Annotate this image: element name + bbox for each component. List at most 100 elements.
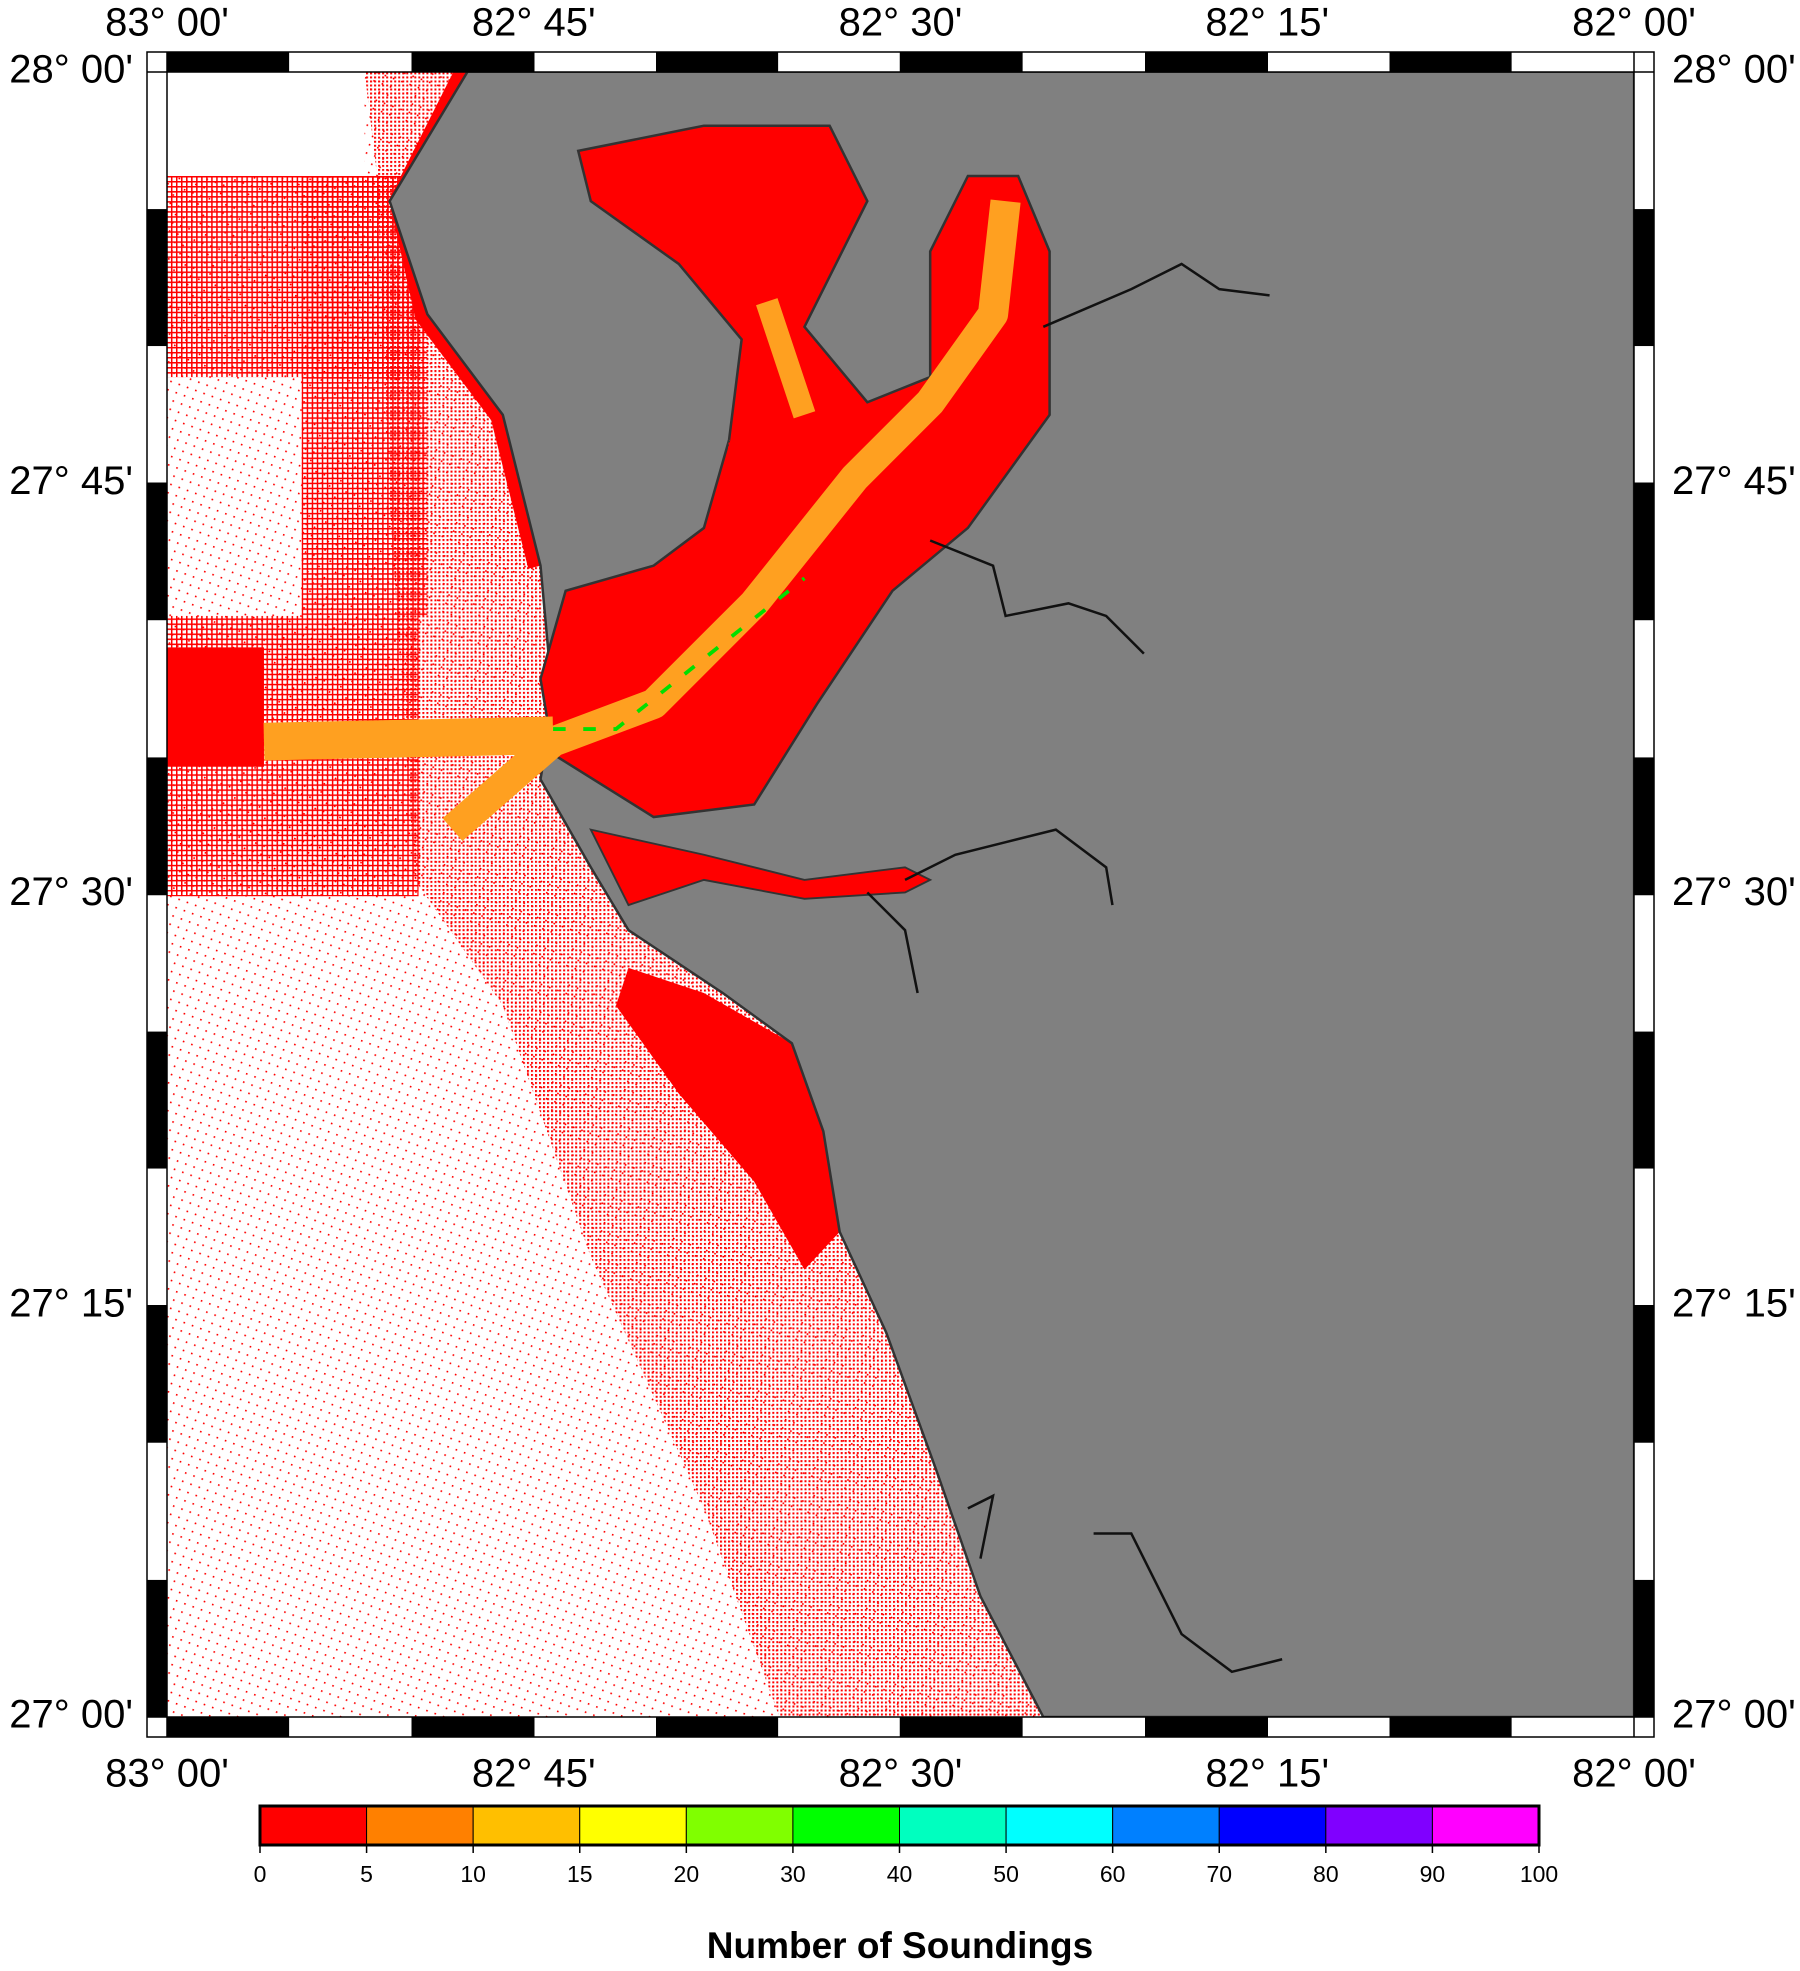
colorbar-tick-label: 30 [780, 1861, 806, 1887]
colorbar-segment [1431, 1805, 1540, 1846]
frame-segment [1634, 1168, 1654, 1306]
colorbar-segment [259, 1805, 368, 1846]
frame-segment [147, 757, 167, 895]
lon-label: 82° 45' [472, 1752, 596, 1796]
colorbar-tick-label: 10 [460, 1861, 486, 1887]
frame-segment [1634, 757, 1654, 895]
channel [263, 716, 554, 761]
lat-label: 27° 45' [9, 459, 133, 503]
frame-segment [900, 1717, 1023, 1737]
colorbar-tick-label: 20 [674, 1861, 700, 1887]
frame-segment [1511, 1717, 1634, 1737]
colorbar-tick-label: 100 [1520, 1861, 1558, 1887]
colorbar-segment [1325, 1805, 1433, 1846]
lon-label: 82° 15' [1205, 1752, 1329, 1796]
frame-segment [1634, 483, 1654, 621]
colorbar-segment [792, 1805, 901, 1846]
frame-segment [778, 52, 901, 72]
frame-segment [289, 1717, 412, 1737]
frame-segment [1634, 346, 1654, 484]
colorbar-segment [366, 1805, 474, 1846]
frame-segment [411, 52, 534, 72]
lon-label: 82° 30' [839, 1752, 963, 1796]
frame-segment [147, 1168, 167, 1306]
frame-segment [1634, 894, 1654, 1032]
frame-segment [656, 52, 779, 72]
river-soundings [589, 828, 933, 907]
axis-labels: 83° 00' 83° 00' 82° 45' 82° 45' 82° 30' 82° 3… [9, 1, 1795, 1796]
frame-segment [1634, 72, 1654, 210]
colorbar-tick-label: 90 [1420, 1861, 1446, 1887]
colorbar-tick-label: 60 [1100, 1861, 1126, 1887]
lat-label: 27° 15' [9, 1281, 133, 1325]
frame-segment [147, 346, 167, 484]
lon-label: 82° 00' [1572, 1, 1696, 45]
frame-segment [533, 52, 656, 72]
lat-label: 27° 00' [1672, 1693, 1796, 1737]
frame-segment [147, 1579, 167, 1717]
colorbar-tick-label: 5 [360, 1861, 373, 1887]
map-area [167, 72, 1634, 1717]
dense-soundings [167, 647, 264, 767]
frame-segment [147, 894, 167, 1032]
colorbar-tick-label: 50 [993, 1861, 1019, 1887]
lon-label: 83° 00' [105, 1752, 229, 1796]
lon-label: 82° 45' [472, 1, 596, 45]
frame-segment [1634, 209, 1654, 347]
colorbar-tick-label: 70 [1206, 1861, 1232, 1887]
colorbar-segment [1005, 1805, 1114, 1846]
frame-segment [1634, 1579, 1654, 1717]
land [388, 72, 1634, 1717]
frame-segment [533, 1717, 656, 1737]
lat-label: 28° 00' [9, 48, 133, 92]
frame-segment [1511, 52, 1634, 72]
bay-soundings [703, 427, 868, 604]
frame-segment [778, 1717, 901, 1737]
lat-label: 27° 15' [1672, 1281, 1796, 1325]
frame-segment [1634, 1442, 1654, 1580]
frame-segment [1267, 52, 1390, 72]
frame-segment [289, 52, 412, 72]
frame-segment [1634, 620, 1654, 758]
frame-segment [1145, 1717, 1268, 1737]
colorbar-tick-label: 80 [1313, 1861, 1339, 1887]
bathymetry-coverage [167, 72, 1634, 1717]
colorbar-segment [685, 1805, 794, 1846]
lat-label: 27° 30' [9, 870, 133, 914]
frame-segment [1145, 52, 1268, 72]
frame-segment [167, 52, 290, 72]
frame-segment [1389, 52, 1512, 72]
frame-segment [147, 1031, 167, 1169]
lat-label: 27° 30' [1672, 870, 1796, 914]
colorbar: 0 5 10 15 20 30 40 50 60 70 80 90 100 [254, 1804, 1558, 1887]
frame-segment [656, 1717, 779, 1737]
colorbar-segment [1112, 1805, 1220, 1846]
map-frame [146, 51, 1655, 1738]
colorbar-segment [1218, 1805, 1327, 1846]
lon-label: 82° 00' [1572, 1752, 1696, 1796]
lat-label: 27° 45' [1672, 459, 1796, 503]
channel [442, 199, 1021, 841]
frame-segment [1634, 1305, 1654, 1443]
frame-segment [1267, 1717, 1390, 1737]
colorbar-tick-label: 40 [887, 1861, 913, 1887]
lon-label: 82° 15' [1205, 1, 1329, 45]
no-data [167, 72, 365, 176]
lat-label: 28° 00' [1672, 48, 1796, 92]
frame-segment [1022, 52, 1145, 72]
frame-segment [147, 1305, 167, 1443]
frame-segment [1022, 1717, 1145, 1737]
colorbar-segment [472, 1805, 581, 1846]
frame-segment [900, 52, 1023, 72]
frame-segment [167, 1717, 290, 1737]
lon-label: 82° 30' [839, 1, 963, 45]
colorbar-title: Number of Soundings [707, 1925, 1093, 1966]
rivers [866, 262, 1283, 1674]
channel [756, 298, 816, 419]
colorbar-segment [579, 1805, 687, 1846]
colorbar-tick-label: 15 [567, 1861, 593, 1887]
frame-segment [147, 483, 167, 621]
lon-label: 83° 00' [105, 1, 229, 45]
